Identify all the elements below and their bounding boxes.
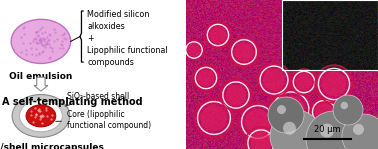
Circle shape	[342, 114, 378, 149]
Text: compounds: compounds	[87, 58, 134, 67]
Circle shape	[322, 72, 346, 96]
Circle shape	[296, 74, 313, 90]
Circle shape	[184, 40, 204, 60]
Circle shape	[277, 105, 286, 114]
Text: Modified silicon: Modified silicon	[87, 10, 150, 19]
Circle shape	[194, 98, 234, 138]
Circle shape	[205, 22, 231, 48]
Circle shape	[220, 79, 252, 111]
Circle shape	[315, 103, 333, 121]
Circle shape	[315, 65, 353, 103]
Circle shape	[283, 122, 296, 135]
Circle shape	[310, 98, 338, 126]
Circle shape	[325, 127, 347, 149]
Circle shape	[198, 70, 214, 86]
Circle shape	[293, 127, 319, 149]
Circle shape	[245, 109, 271, 135]
Circle shape	[297, 132, 314, 148]
Circle shape	[11, 19, 71, 63]
Circle shape	[245, 127, 277, 149]
Circle shape	[269, 88, 313, 132]
Text: Lipophilic functional: Lipophilic functional	[87, 46, 168, 55]
Circle shape	[263, 69, 285, 91]
Circle shape	[12, 94, 70, 137]
Text: Core/shell microcapsules: Core/shell microcapsules	[0, 143, 104, 149]
Circle shape	[209, 27, 226, 44]
FancyArrow shape	[34, 77, 48, 91]
Text: Oil emulsion: Oil emulsion	[9, 72, 73, 81]
Circle shape	[268, 97, 304, 133]
Circle shape	[187, 44, 200, 56]
Circle shape	[251, 133, 271, 149]
Circle shape	[270, 110, 322, 149]
Text: 20 μm: 20 μm	[314, 125, 341, 134]
Circle shape	[226, 85, 246, 105]
Circle shape	[320, 124, 334, 138]
Circle shape	[20, 100, 62, 132]
Circle shape	[277, 96, 305, 124]
Circle shape	[333, 95, 363, 125]
Circle shape	[257, 63, 291, 97]
Circle shape	[234, 42, 254, 62]
Circle shape	[229, 37, 259, 67]
Bar	[282, 0, 378, 70]
Text: SiO₂-based shell: SiO₂-based shell	[65, 92, 129, 106]
Circle shape	[306, 111, 362, 149]
Text: A self-templating method: A self-templating method	[2, 97, 143, 107]
Text: alkoxides: alkoxides	[87, 22, 125, 31]
Circle shape	[26, 105, 56, 127]
Text: Core (lipophilic
functional compound): Core (lipophilic functional compound)	[56, 110, 151, 130]
Text: +: +	[87, 34, 94, 44]
Circle shape	[341, 102, 348, 109]
Circle shape	[193, 65, 219, 91]
Circle shape	[329, 131, 343, 145]
Circle shape	[353, 124, 364, 135]
Circle shape	[238, 102, 278, 142]
Circle shape	[291, 69, 317, 95]
Circle shape	[201, 105, 227, 131]
